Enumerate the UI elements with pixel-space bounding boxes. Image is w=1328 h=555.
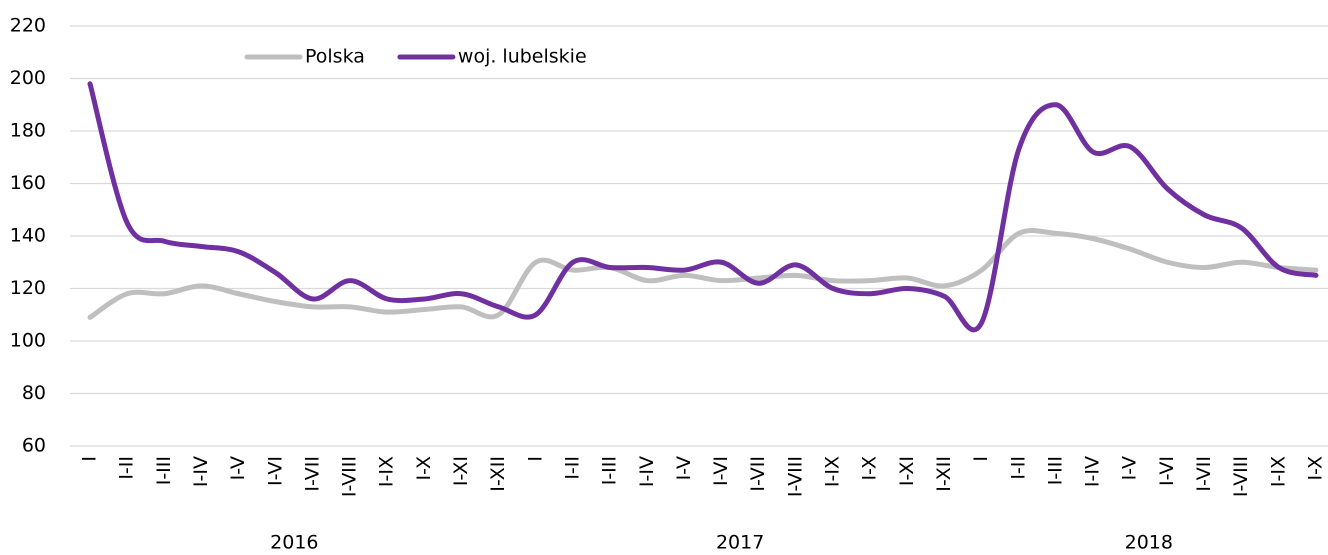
x-tick-label: I-VI: [1156, 456, 1178, 486]
x-tick-label: I-VI: [710, 456, 732, 486]
x-tick-label: I-IV: [1082, 456, 1104, 487]
x-tick-label: I-VII: [747, 456, 769, 492]
series-line: [87, 81, 1319, 333]
x-tick-label: I-VIII: [1230, 456, 1252, 497]
x-tick-label: I-IX: [1267, 456, 1289, 487]
x-tick-label: I-VII: [1193, 456, 1215, 492]
y-tick-label: 100: [10, 330, 46, 352]
legend-label: woj. lubelskie: [458, 46, 587, 68]
legend: Polska woj. lubelskie: [244, 46, 587, 68]
y-tick-label: 80: [22, 382, 46, 404]
x-tick-label: I-III: [1044, 456, 1066, 485]
x-tick-label: I-XII: [933, 456, 955, 492]
x-tick-label: I-XI: [896, 456, 918, 486]
y-tick-label: 200: [10, 67, 46, 89]
x-tick-label: I-X: [859, 456, 881, 481]
x-tick-label: I-VI: [264, 456, 286, 486]
x-tick-label: I-IX: [822, 456, 844, 487]
x-tick-label: I-IV: [636, 456, 658, 487]
x-tick-label: I-V: [673, 456, 695, 480]
x-tick-label: I-II: [116, 456, 138, 480]
x-tick-label: I-III: [153, 456, 175, 485]
y-tick-label: 120: [10, 277, 46, 299]
x-tick-label: I-X: [413, 456, 435, 481]
series-line: [87, 227, 1319, 320]
x-tick-label: I-II: [561, 456, 583, 480]
x-tick-label: I: [970, 456, 992, 462]
x-group-label: 2017: [716, 532, 764, 554]
x-tick-label: I-II: [1007, 456, 1029, 480]
x-group-label: 2018: [1125, 532, 1173, 554]
x-tick-label: I-VII: [301, 456, 323, 492]
x-tick-label: I-VIII: [339, 456, 361, 497]
y-tick-label: 220: [10, 15, 46, 37]
x-tick-label: I: [524, 456, 546, 462]
y-tick-label: 160: [10, 172, 46, 194]
legend-label: Polska: [305, 46, 365, 68]
x-group-label: 2016: [270, 532, 318, 554]
x-tick-label: I-V: [1119, 456, 1141, 480]
x-tick-label: I-X: [1305, 456, 1327, 481]
x-tick-label: I-VIII: [784, 456, 806, 497]
x-tick-label: I-XII: [487, 456, 509, 492]
x-tick-label: I-IX: [376, 456, 398, 487]
x-tick-label: I-V: [227, 456, 249, 480]
x-tick-label: I-XI: [450, 456, 472, 486]
y-tick-label: 60: [22, 435, 46, 457]
x-tick-label: I-III: [599, 456, 621, 485]
y-tick-label: 140: [10, 225, 46, 247]
x-tick-label: I: [79, 456, 101, 462]
y-tick-label: 180: [10, 120, 46, 142]
x-tick-label: I-IV: [190, 456, 212, 487]
